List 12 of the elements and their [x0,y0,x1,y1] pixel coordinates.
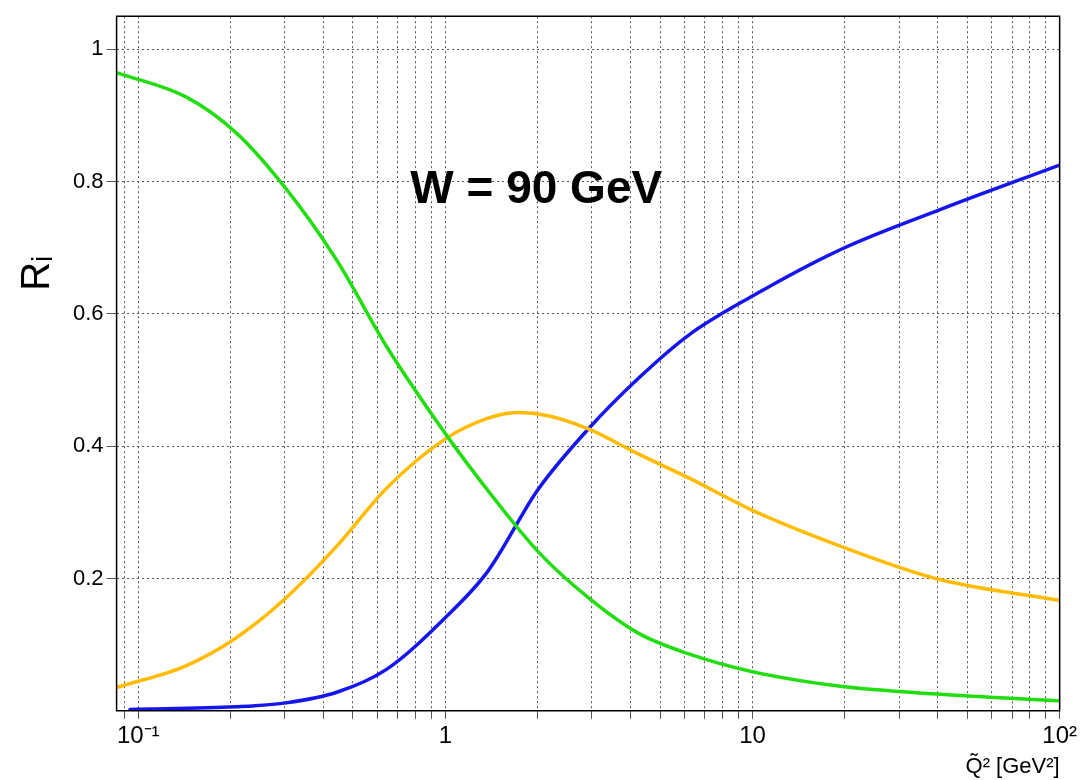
y-tick-label: 0.8 [72,167,104,193]
x-axis-title: Q̃² [GeV²] [965,752,1060,778]
x-tick-label: 10² [1042,720,1078,748]
x-tick-label: 10⁻¹ [116,720,160,748]
x-tick-label: 10 [739,720,766,748]
y-axis-title: Rᵢ [13,255,58,291]
y-tick-label: 1 [91,35,104,61]
annotation: W = 90 GeV [410,160,663,213]
x-tick-label: 1 [438,720,453,748]
y-tick-label: 0.6 [72,299,104,325]
y-tick-label: 0.2 [72,564,104,590]
y-tick-label: 0.4 [72,432,104,458]
